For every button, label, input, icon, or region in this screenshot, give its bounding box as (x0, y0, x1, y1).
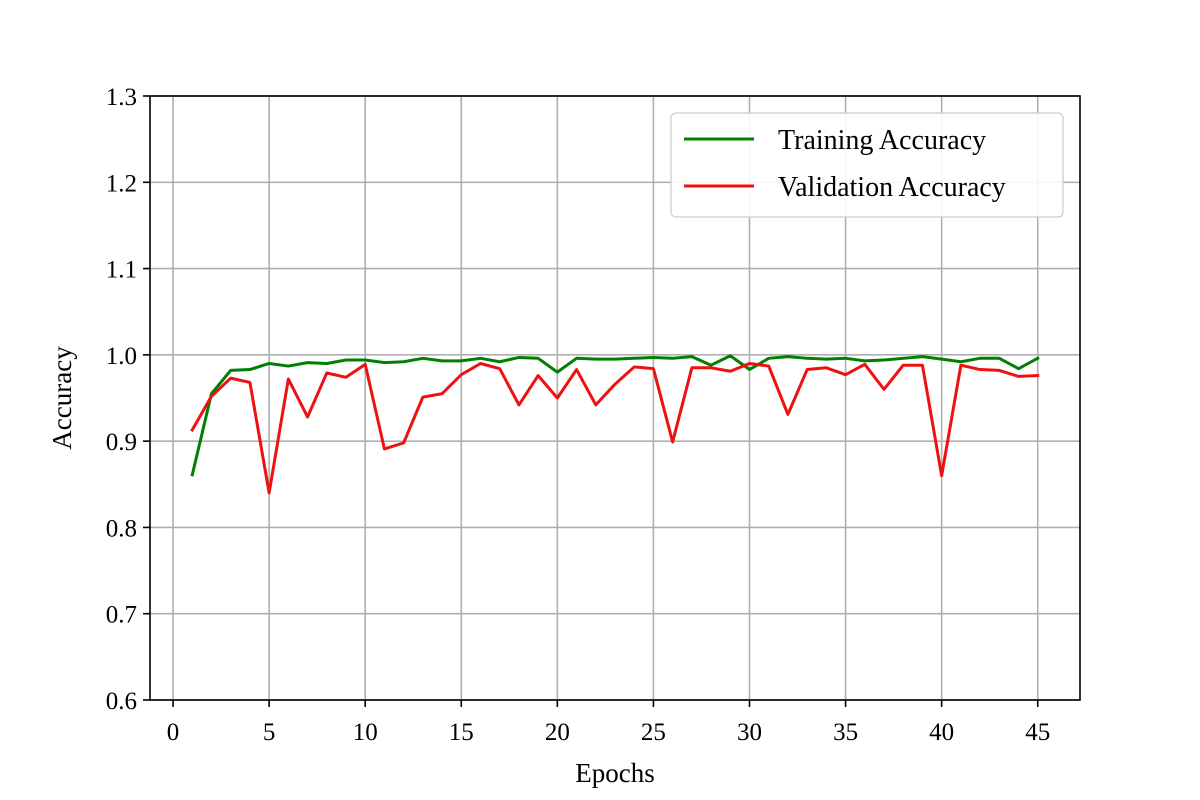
x-tick-label: 35 (833, 719, 858, 746)
legend-label-training: Training Accuracy (778, 125, 986, 156)
plot-frame (149, 95, 1081, 701)
y-tick-label: 0.6 (106, 688, 137, 715)
y-tick-label: 1.2 (106, 170, 137, 197)
legend-label-validation: Validation Accuracy (778, 172, 1006, 203)
x-tick-label: 45 (1025, 719, 1050, 746)
x-tick-label: 15 (449, 719, 474, 746)
training-accuracy-line (190, 354, 1040, 477)
y-tick-label: 1.1 (106, 257, 137, 284)
x-tick-label: 30 (737, 719, 762, 746)
y-tick-label: 0.8 (106, 515, 137, 542)
x-tick-label: 40 (929, 719, 954, 746)
y-axis-title: Accuracy (47, 346, 77, 450)
legend: Training Accuracy Validation Accuracy (670, 112, 1064, 218)
axis-ticks: 0 5 10 15 20 25 30 35 40 45 0.6 0.7 0.8 0.9 1.0 1.1 1.2 1… (106, 84, 1050, 746)
x-tick-label: 25 (641, 719, 666, 746)
legend-box (670, 112, 1064, 218)
y-tick-label: 0.9 (106, 429, 137, 456)
y-tick-label: 0.7 (106, 602, 137, 629)
y-tick-label: 1.0 (106, 343, 137, 370)
x-tick-label: 5 (263, 719, 276, 746)
x-tick-label: 10 (353, 719, 378, 746)
x-tick-label: 20 (545, 719, 570, 746)
plot-lines (190, 354, 1040, 495)
x-tick-label: 0 (167, 719, 180, 746)
y-tick-label: 1.3 (106, 84, 137, 111)
x-axis-title: Epochs (575, 758, 654, 788)
validation-accuracy-line (190, 361, 1040, 495)
